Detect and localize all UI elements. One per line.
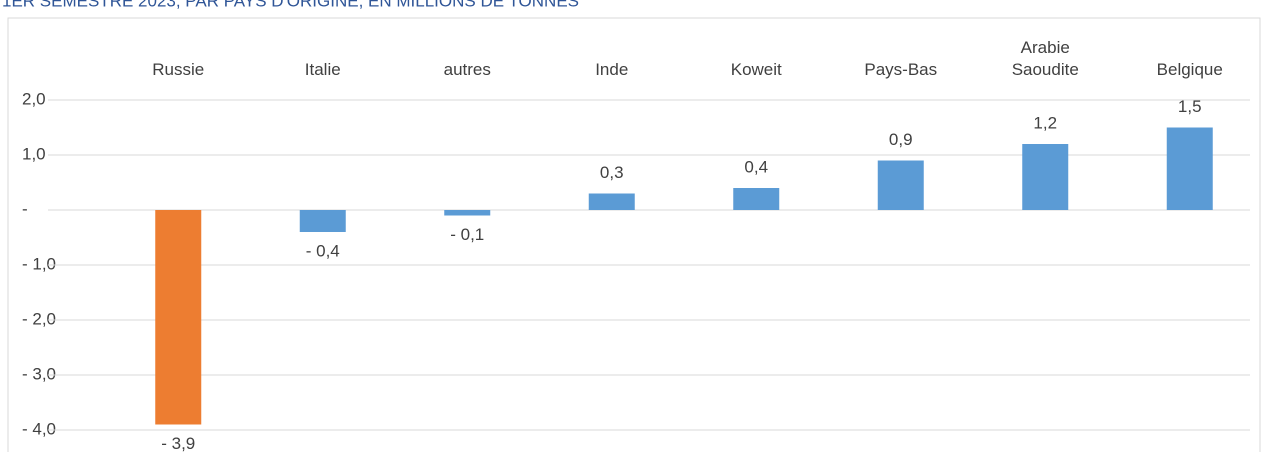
y-tick-label: 2,0 [22, 89, 46, 108]
y-tick-label: - [22, 199, 28, 218]
bar [877, 160, 924, 210]
value-label: 0,4 [744, 157, 768, 176]
category-label: Belgique [1156, 60, 1223, 79]
category-label: Russie [152, 60, 205, 79]
category-label: Koweit [730, 60, 782, 79]
chart-frame [7, 17, 1261, 452]
value-label: - 3,9 [161, 434, 195, 452]
bar [1022, 144, 1069, 210]
bar [733, 188, 780, 210]
chart-title: 1ER SEMESTRE 2023, PAR PAYS D'ORIGINE, E… [2, 0, 579, 10]
y-tick-label: - 1,0 [22, 254, 56, 273]
category-label: Pays-Bas [864, 60, 938, 79]
bar [588, 193, 635, 210]
category-label: autres [443, 60, 491, 79]
value-label: - 0,4 [306, 241, 340, 260]
value-label: 1,2 [1033, 113, 1057, 132]
value-label: - 0,1 [450, 225, 484, 244]
value-label: 0,9 [889, 130, 913, 149]
value-label: 0,3 [600, 163, 624, 182]
bar [299, 210, 346, 232]
category-label: Arabie Saoudite [1011, 38, 1079, 79]
bar [1166, 127, 1213, 210]
category-label: Inde [595, 60, 629, 79]
y-tick-label: - 4,0 [22, 419, 56, 438]
y-tick-label: - 3,0 [22, 364, 56, 383]
y-tick-label: - 2,0 [22, 309, 56, 328]
category-label: Italie [304, 60, 341, 79]
y-tick-label: 1,0 [22, 144, 46, 163]
bar [155, 210, 202, 425]
bar [444, 210, 491, 216]
value-label: 1,5 [1178, 97, 1202, 116]
